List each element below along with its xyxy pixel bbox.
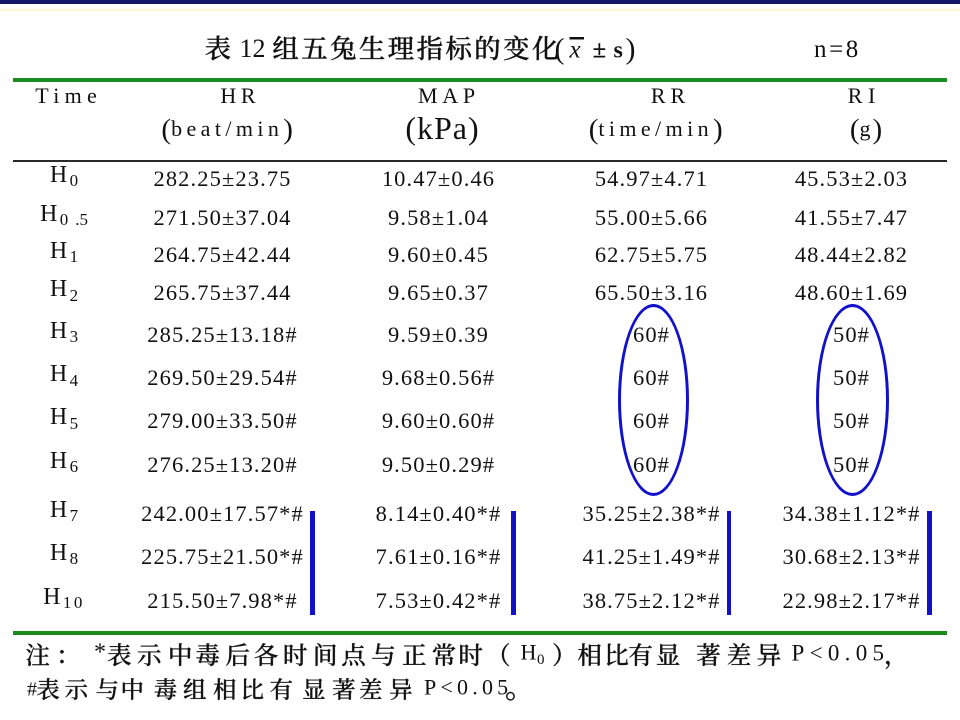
svg-text:s: s (614, 38, 623, 64)
svg-text:12: 12 (240, 34, 266, 63)
svg-text:): ) (626, 33, 636, 66)
svg-text:*: * (94, 640, 106, 666)
svg-text:0: 0 (537, 652, 545, 668)
svg-text:H: H (521, 640, 537, 665)
svg-text:P<0.05: P<0.05 (424, 675, 512, 700)
svg-text:#: # (27, 679, 37, 701)
svg-text:x: x (569, 37, 581, 64)
svg-text:P<0.05: P<0.05 (792, 641, 890, 666)
svg-text:±: ± (593, 37, 607, 64)
svg-text:(: ( (555, 33, 565, 66)
